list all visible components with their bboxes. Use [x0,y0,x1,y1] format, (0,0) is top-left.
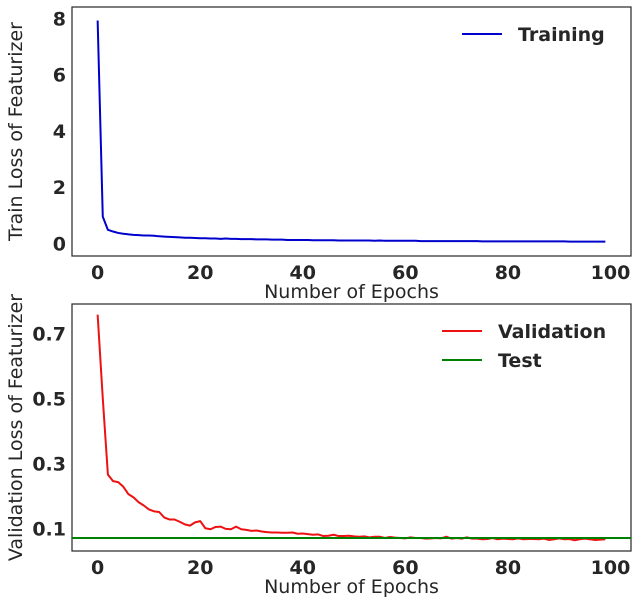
legend-label: Test [498,350,542,372]
y-tick-label: 4 [53,121,66,143]
y-tick-label: 0.7 [32,323,66,345]
legend-label: Validation [498,321,606,343]
y-axis-label: Validation Loss of Featurizer [5,294,27,561]
chart-panel-0: 0 20 40 60 80 100 0 2 4 6 8 Number of Epochs Train L… [5,6,632,303]
x-tick-label: 40 [290,262,316,284]
x-tick-label: 0 [91,557,104,579]
x-tick-label: 100 [591,557,631,579]
x-tick-label: 40 [290,557,316,579]
x-tick-label: 100 [591,262,631,284]
legend-label: Training [518,24,605,46]
y-tick-label: 0.3 [32,453,66,475]
y-tick-label: 0.5 [32,388,66,410]
x-tick-label: 60 [392,262,418,284]
x-axis-label: Number of Epochs [264,576,439,598]
x-tick-label: 0 [91,262,104,284]
series-line-training [96,20,606,243]
x-tick-label: 80 [495,262,521,284]
y-tick-label: 8 [53,8,66,30]
x-tick-label: 20 [187,262,213,284]
plot-frame [71,303,632,552]
y-axis-label: Train Loss of Featurizer [5,22,27,242]
y-tick-label: 0 [53,233,66,255]
series-line-validation [96,314,606,542]
x-axis-label: Number of Epochs [264,281,439,303]
y-tick-label: 6 [53,65,66,87]
x-tick-label: 20 [187,557,213,579]
plot-frame [71,6,632,257]
chart-panel-1: 0 20 40 60 80 100 0.1 0.3 0.5 0.7 Number of Epochs… [5,294,632,598]
x-tick-label: 80 [495,557,521,579]
y-tick-label: 2 [53,177,66,199]
x-tick-label: 60 [392,557,418,579]
y-tick-label: 0.1 [32,518,66,540]
